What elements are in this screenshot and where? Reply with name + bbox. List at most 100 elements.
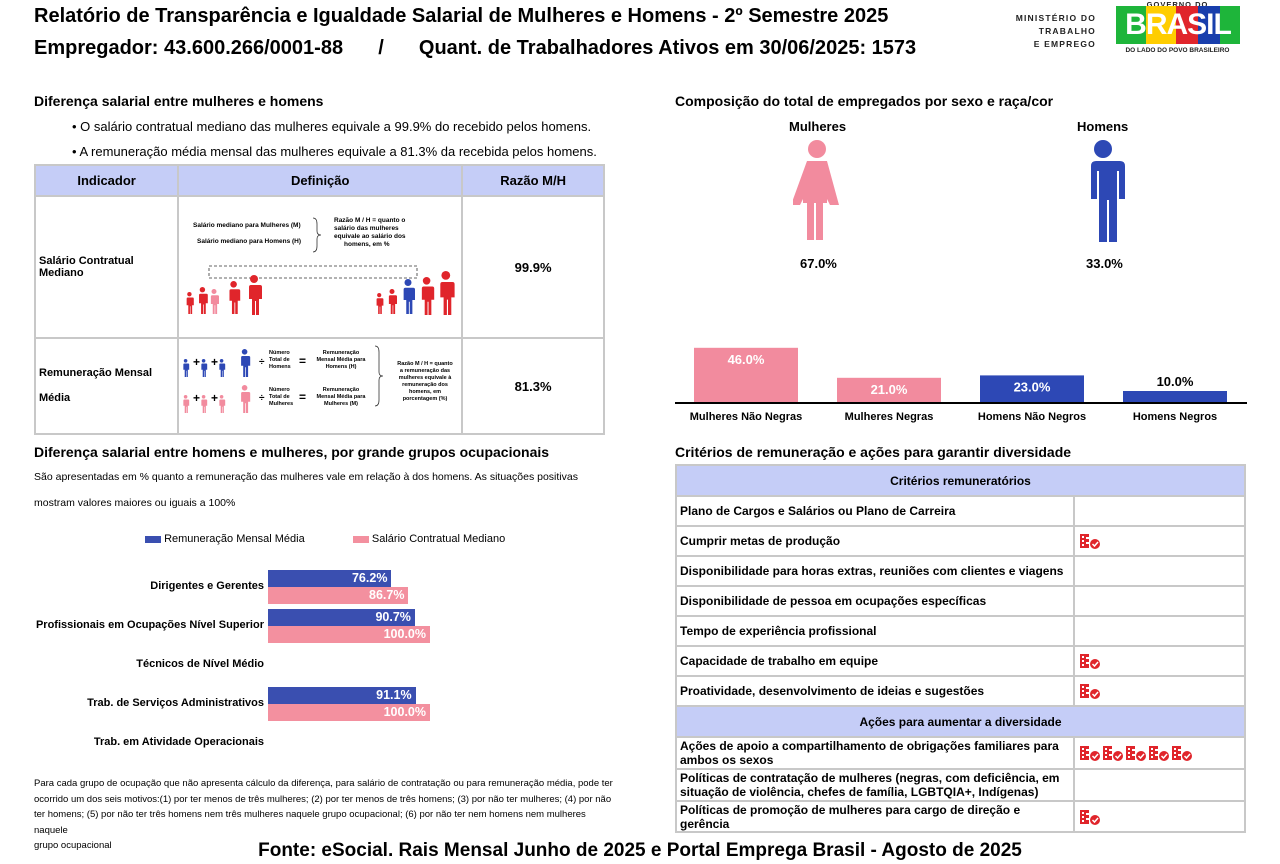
woman-icon	[219, 395, 226, 413]
svg-text:+: +	[211, 355, 218, 369]
chart-legend: Remuneração Mensal Média Salário Contrat…	[145, 533, 505, 545]
svg-text:mulheres equivale à: mulheres equivale à	[399, 375, 453, 381]
category-label: Homens Negros	[1133, 411, 1217, 423]
svg-text:Homens: Homens	[269, 364, 291, 370]
svg-text:Salário mediano para Mulheres: Salário mediano para Mulheres (M)	[193, 222, 301, 229]
svg-text:Mensal Média para: Mensal Média para	[317, 357, 367, 363]
building-check-icon	[1103, 746, 1123, 761]
category-label: Dirigentes e Gerentes	[150, 580, 264, 592]
man-icon	[201, 359, 208, 377]
svg-text:Total de: Total de	[269, 357, 290, 363]
employer-info: Empregador: 43.600.266/0001-88 / Quant. …	[34, 37, 916, 60]
person-icon	[210, 289, 220, 314]
svg-text:Homens (H): Homens (H)	[326, 364, 357, 370]
table-row: Políticas de contratação de mulheres (ne…	[675, 768, 1246, 802]
mean-diagram: + + + + Número Total de Homens Número Total…	[183, 345, 454, 413]
occupational-desc-2: mostram valores maiores ou iguais a 100%	[34, 497, 236, 509]
building-check-icon	[1080, 746, 1100, 761]
table-row: Políticas de promoção de mulheres para c…	[675, 800, 1246, 833]
bar: 100.0%	[268, 626, 430, 643]
person-icon	[421, 277, 435, 315]
occupational-title: Diferença salarial entre homens e mulher…	[34, 444, 550, 460]
person-icon	[186, 292, 195, 314]
svg-text:Razão M / H = quanto o: Razão M / H = quanto o	[334, 217, 405, 224]
svg-text:homens, em %: homens, em %	[344, 241, 390, 248]
criteria-label: Tempo de experiência profissional	[675, 615, 1075, 647]
person-icon	[376, 293, 384, 314]
criteria-icons	[1073, 768, 1246, 802]
svg-text:porcentagem (%): porcentagem (%)	[403, 396, 448, 402]
svg-text:equivale ao salário dos: equivale ao salário dos	[334, 233, 406, 240]
building-check-icon	[1080, 534, 1100, 549]
table-row: Proatividade, desenvolvimento de ideias …	[675, 675, 1246, 707]
bar: 90.7%	[268, 609, 415, 626]
bar: 76.2%	[268, 570, 392, 587]
svg-text:+: +	[193, 391, 200, 405]
woman-icon	[201, 395, 208, 413]
table-row: Ações de apoio a compartilhamento de obr…	[675, 736, 1246, 770]
table-row: Plano de Cargos e Salários ou Plano de C…	[675, 495, 1246, 527]
criteria-label: Políticas de promoção de mulheres para c…	[675, 800, 1075, 833]
svg-text:Mulheres: Mulheres	[269, 401, 293, 407]
criteria-icons	[1073, 495, 1246, 527]
svg-text:Número: Número	[269, 387, 290, 393]
criteria-label: Políticas de contratação de mulheres (ne…	[675, 768, 1075, 802]
svg-text:Remuneração: Remuneração	[323, 350, 360, 356]
source-footer: Fonte: eSocial. Rais Mensal Junho de 202…	[258, 840, 1022, 861]
bar	[1123, 391, 1227, 403]
criteria-icons	[1073, 736, 1246, 770]
building-check-icon	[1149, 746, 1169, 761]
person-icon	[388, 289, 398, 314]
svg-text:+: +	[211, 391, 218, 405]
svg-text:+: +	[193, 355, 200, 369]
building-check-icon	[1080, 809, 1100, 825]
criteria-label: Cumprir metas de produção	[675, 525, 1075, 557]
svg-text:Total de: Total de	[269, 394, 290, 400]
category-label: Profissionais em Ocupações Nível Superio…	[35, 619, 264, 631]
criteria-icons	[1073, 675, 1246, 707]
person-icon	[198, 287, 209, 314]
bar: 91.1%	[268, 687, 416, 704]
indicator-cell: Salário Contratual Mediano	[33, 195, 180, 339]
criteria-icons	[1073, 555, 1246, 587]
table-row: Disponibilidade para horas extras, reuni…	[675, 555, 1246, 587]
person-icon	[228, 281, 241, 314]
ratio-value: 81.3%	[461, 337, 605, 435]
col-definition: Definição	[177, 164, 464, 197]
legend-swatch-1	[145, 535, 161, 543]
definition-diagram-2: + + + + Número Total de Homens Número Total…	[177, 337, 464, 435]
criteria-table: Critérios remuneratórios Plano de Cargos …	[675, 464, 1246, 833]
occupational-chart: Dirigentes e Gerentes 76.2% 86.7% Profissio…	[34, 568, 634, 758]
person-icon	[402, 279, 416, 314]
workers-label: Quant. de Trabalhadores Ativos em 30/06/…	[418, 37, 917, 59]
bar	[694, 347, 798, 403]
svg-text:Razão M / H = quanto: Razão M / H = quanto	[397, 361, 453, 367]
criteria-label: Ações de apoio a compartilhamento de obr…	[675, 736, 1075, 770]
category-label: Trab. em Atividade Operacionais	[93, 736, 264, 748]
women-label: Mulheres	[789, 119, 847, 134]
criteria-label: Disponibilidade para horas extras, reuni…	[675, 555, 1075, 587]
definition-diagram-1: Salário mediano para Mulheres (M) Salári…	[177, 195, 464, 339]
svg-text:÷: ÷	[259, 357, 265, 368]
svg-text:÷: ÷	[259, 393, 265, 404]
criteria-icons	[1073, 525, 1246, 557]
criteria-header: Critérios remuneratórios	[675, 464, 1246, 497]
svg-text:Remuneração: Remuneração	[323, 387, 360, 393]
man-icon	[219, 359, 226, 377]
bar	[980, 375, 1084, 403]
ratio-value: 99.9%	[461, 195, 605, 339]
svg-text:Número: Número	[269, 350, 290, 356]
legend-label-2: Salário Contratual Mediano	[371, 533, 506, 545]
svg-text:remuneração dos: remuneração dos	[402, 382, 448, 388]
bar: 86.7%	[268, 587, 409, 604]
table-row: Capacidade de trabalho em equipe	[675, 645, 1246, 677]
building-check-icon	[1080, 654, 1100, 669]
indicator-cell: Remuneração Mensal Média	[33, 337, 180, 435]
brasil-wordmark: BRASIL	[1116, 6, 1240, 44]
building-check-icon	[1080, 684, 1100, 699]
bar: 100.0%	[268, 704, 430, 721]
report-title: Relatório de Transparência e Igualdade S…	[34, 5, 889, 27]
median-diagram: Salário mediano para Mulheres (M) Salári…	[186, 217, 455, 315]
bar-label: 46.0%	[728, 352, 765, 367]
svg-text:=: =	[299, 390, 306, 404]
